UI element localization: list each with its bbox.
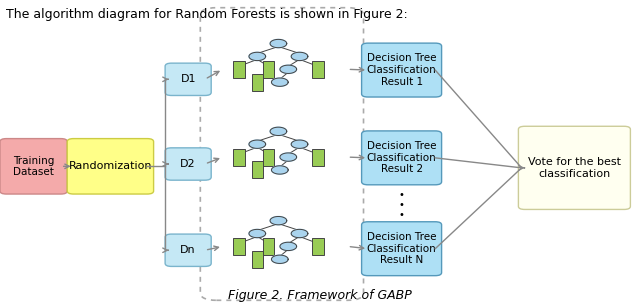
FancyBboxPatch shape	[233, 61, 244, 78]
Polygon shape	[271, 255, 288, 263]
Text: D1: D1	[180, 74, 196, 84]
FancyBboxPatch shape	[252, 74, 263, 91]
FancyBboxPatch shape	[165, 63, 211, 95]
Text: Decision Tree
Classification
Result N: Decision Tree Classification Result N	[367, 232, 436, 265]
Text: Decision Tree
Classification
Result 1: Decision Tree Classification Result 1	[367, 54, 436, 87]
Polygon shape	[291, 229, 308, 238]
FancyBboxPatch shape	[263, 149, 275, 166]
Polygon shape	[249, 229, 266, 238]
Text: The algorithm diagram for Random Forests is shown in Figure 2:: The algorithm diagram for Random Forests…	[6, 8, 408, 21]
FancyBboxPatch shape	[312, 149, 324, 166]
FancyBboxPatch shape	[252, 161, 263, 178]
FancyBboxPatch shape	[263, 238, 275, 255]
FancyBboxPatch shape	[233, 149, 244, 166]
Text: Dn: Dn	[180, 245, 196, 255]
Polygon shape	[280, 242, 296, 251]
Text: Training
Dataset: Training Dataset	[13, 156, 54, 177]
Polygon shape	[271, 166, 288, 174]
Text: Randomization: Randomization	[68, 161, 152, 171]
FancyBboxPatch shape	[362, 131, 442, 185]
FancyBboxPatch shape	[165, 234, 211, 266]
FancyBboxPatch shape	[0, 139, 67, 194]
Polygon shape	[249, 140, 266, 148]
FancyBboxPatch shape	[233, 238, 244, 255]
Text: •
•
•: • • •	[399, 190, 405, 220]
FancyBboxPatch shape	[252, 251, 263, 268]
Text: Decision Tree
Classification
Result 2: Decision Tree Classification Result 2	[367, 141, 436, 174]
Polygon shape	[291, 140, 308, 148]
FancyBboxPatch shape	[165, 148, 211, 180]
Polygon shape	[270, 217, 287, 225]
Polygon shape	[291, 52, 308, 61]
FancyBboxPatch shape	[67, 139, 154, 194]
FancyBboxPatch shape	[312, 61, 324, 78]
Polygon shape	[271, 78, 288, 86]
FancyBboxPatch shape	[263, 61, 275, 78]
Polygon shape	[280, 65, 296, 74]
Polygon shape	[270, 39, 287, 48]
Text: Figure 2. Framework of GABP: Figure 2. Framework of GABP	[228, 289, 412, 302]
Polygon shape	[270, 127, 287, 136]
Polygon shape	[249, 52, 266, 61]
FancyBboxPatch shape	[362, 43, 442, 97]
FancyBboxPatch shape	[362, 222, 442, 276]
Text: D2: D2	[180, 159, 196, 169]
Text: Vote for the best
classification: Vote for the best classification	[528, 157, 621, 179]
Polygon shape	[280, 153, 296, 161]
FancyBboxPatch shape	[518, 126, 630, 209]
FancyBboxPatch shape	[312, 238, 324, 255]
